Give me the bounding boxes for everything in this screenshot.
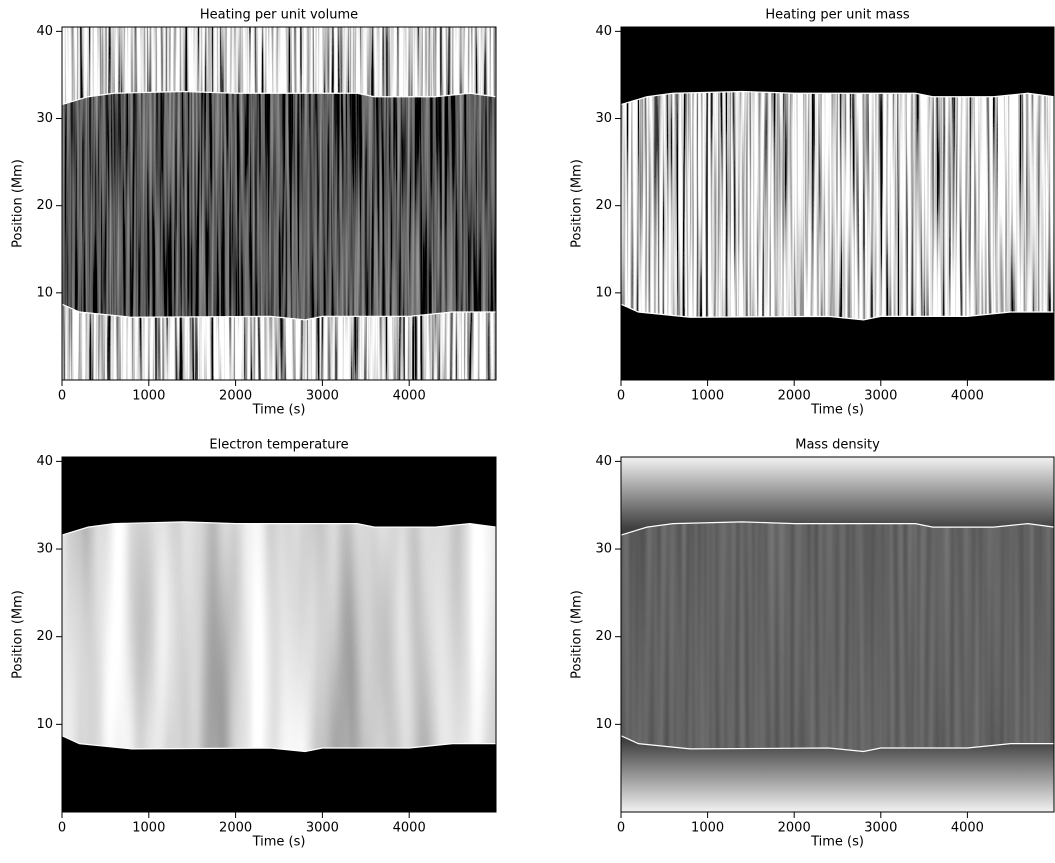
plot-frame [620, 26, 1055, 381]
x-tick-label: 1000 [132, 821, 165, 836]
x-tick-label: 1000 [691, 821, 724, 836]
y-tick-label: 10 [36, 285, 53, 300]
panel: 0 1000 2000 3000 4000 10 20 30 40 Mass density Tim… [570, 438, 1055, 850]
x-tick-label: 3000 [306, 821, 339, 836]
chart-title: Heating per unit mass [765, 8, 910, 23]
y-tick-label: 30 [36, 111, 53, 126]
y-tick-label: 20 [36, 629, 53, 644]
x-axis-label: Time (s) [810, 835, 864, 850]
x-tick-label: 2000 [219, 821, 252, 836]
boundary-line [61, 90, 497, 106]
heatmap-inner [621, 91, 1054, 320]
x-tick-label: 1000 [132, 389, 165, 404]
x-tick-label: 4000 [951, 821, 984, 836]
x-tick-label: 2000 [778, 821, 811, 836]
panel: 0 1000 2000 3000 4000 10 20 30 40 Electron temper… [11, 438, 497, 850]
x-tick-label: 0 [58, 821, 66, 836]
boundary-line [620, 90, 1055, 106]
panel: 0 1000 2000 3000 4000 10 20 30 40 Heating per uni… [570, 8, 1055, 418]
y-tick-label: 40 [36, 454, 53, 469]
y-tick-label: 20 [36, 198, 53, 213]
chart-title: Mass density [795, 438, 880, 453]
boundary-line [620, 521, 1055, 536]
x-tick-label: 4000 [393, 389, 426, 404]
x-tick-label: 0 [617, 821, 625, 836]
boundary-line [620, 303, 1054, 321]
y-tick-label: 40 [595, 24, 612, 39]
heatmap-inner [621, 521, 1054, 752]
boundary-line [61, 735, 496, 753]
y-axis-label: Position (Mm) [570, 590, 585, 679]
plot-frame [61, 456, 497, 813]
x-tick-label: 3000 [864, 821, 897, 836]
x-tick-label: 2000 [778, 389, 811, 404]
y-tick-label: 10 [36, 717, 53, 732]
x-tick-label: 4000 [951, 389, 984, 404]
y-tick-label: 30 [595, 542, 612, 557]
x-tick-label: 4000 [393, 821, 426, 836]
y-tick-label: 20 [595, 629, 612, 644]
boundary-line [620, 735, 1054, 753]
heatmap-inner [62, 91, 496, 320]
x-axis-label: Time (s) [252, 835, 306, 850]
y-tick-label: 40 [595, 454, 612, 469]
y-tick-label: 30 [36, 542, 53, 557]
plot-frame [61, 26, 497, 381]
heatmap-inner [62, 521, 496, 752]
x-axis-label: Time (s) [810, 403, 864, 418]
y-axis-label: Position (Mm) [11, 590, 26, 679]
y-tick-label: 30 [595, 111, 612, 126]
plot-frame [620, 456, 1055, 813]
x-tick-label: 0 [617, 389, 625, 404]
y-tick-label: 10 [595, 285, 612, 300]
y-tick-label: 40 [36, 24, 53, 39]
x-tick-label: 1000 [691, 389, 724, 404]
chart-title: Heating per unit volume [200, 8, 358, 23]
x-tick-label: 0 [58, 389, 66, 404]
x-tick-label: 3000 [864, 389, 897, 404]
y-axis-label: Position (Mm) [570, 159, 585, 248]
x-tick-label: 2000 [219, 389, 252, 404]
y-axis-label: Position (Mm) [11, 159, 26, 248]
chart-title: Electron temperature [209, 438, 348, 453]
x-axis-label: Time (s) [252, 403, 306, 418]
boundary-line [61, 303, 496, 321]
y-tick-label: 10 [595, 717, 612, 732]
panel: 0 1000 2000 3000 4000 10 20 30 40 Heating per uni… [11, 8, 497, 418]
y-tick-label: 20 [595, 198, 612, 213]
x-tick-label: 3000 [306, 389, 339, 404]
boundary-line [61, 521, 497, 536]
